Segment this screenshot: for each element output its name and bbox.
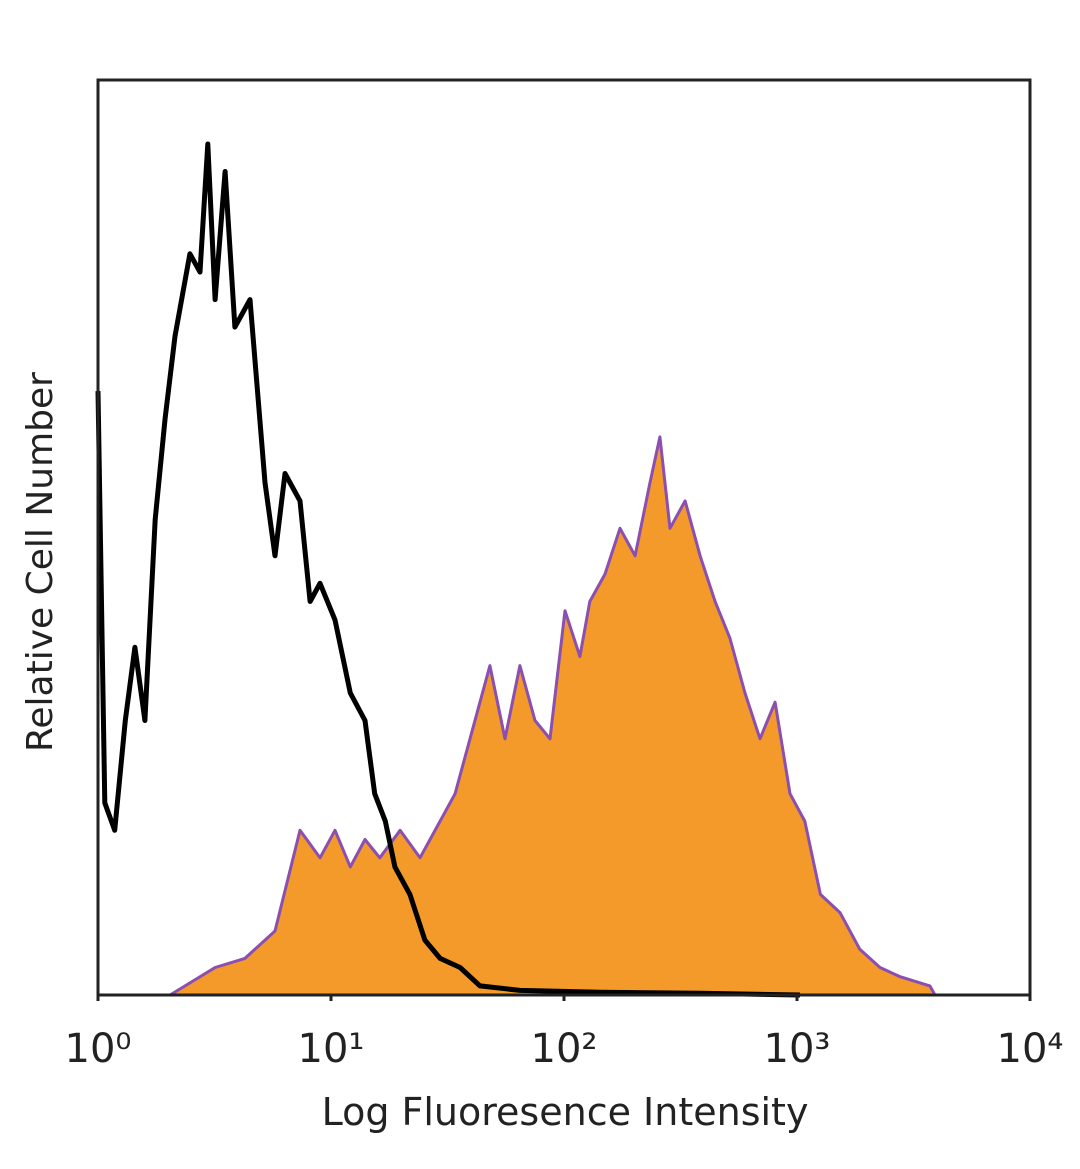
histogram-area (168, 435, 937, 997)
x-tick-label: 10² (531, 1026, 598, 1072)
x-axis-label: Log Fluoresence Intensity (322, 1090, 809, 1134)
x-tick-label: 10⁰ (65, 1026, 132, 1072)
x-tick-label: 10¹ (298, 1026, 365, 1072)
histogram-line (95, 141, 801, 998)
y-axis-label: Relative Cell Number (20, 372, 61, 752)
x-tick-label: 10⁴ (997, 1026, 1064, 1072)
x-tick-label: 10³ (764, 1026, 831, 1072)
